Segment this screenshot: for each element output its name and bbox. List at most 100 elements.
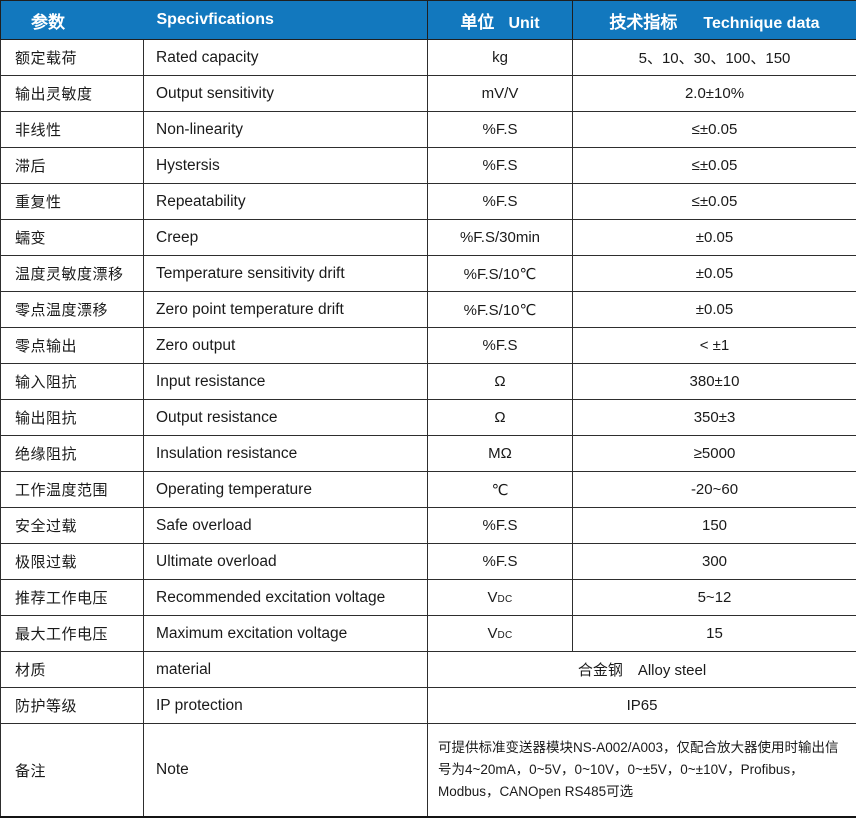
unit-subscript: DC xyxy=(497,594,512,605)
unit-text: %F.S xyxy=(482,193,517,210)
param-name-zh: 最大工作电压 xyxy=(1,616,144,652)
unit-cell: MΩ xyxy=(428,436,573,472)
unit-text: Ω xyxy=(494,373,505,390)
param-name-zh: 材质 xyxy=(1,652,144,688)
header-technique-data: 技术指标 Technique data xyxy=(573,1,856,40)
technique-data-value: 15 xyxy=(573,616,856,652)
unit-cell: %F.S xyxy=(428,184,573,220)
technique-data-value: 380±10 xyxy=(573,364,856,400)
param-name-zh: 输入阻抗 xyxy=(1,364,144,400)
unit-cell: %F.S xyxy=(428,544,573,580)
unit-text: %F.S xyxy=(482,157,517,174)
unit-cell: ℃ xyxy=(428,472,573,508)
spec-name-en: Safe overload xyxy=(144,508,428,544)
technique-data-value: ±0.05 xyxy=(573,220,856,256)
param-name-zh: 防护等级 xyxy=(1,688,144,724)
spec-name-en: Maximum excitation voltage xyxy=(144,616,428,652)
spec-name-en: IP protection xyxy=(144,688,428,724)
param-name-zh: 绝缘阻抗 xyxy=(1,436,144,472)
param-name-zh: 推荐工作电压 xyxy=(1,580,144,616)
unit-cell: kg xyxy=(428,40,573,76)
technique-data-value: 2.0±10% xyxy=(573,76,856,112)
spec-name-en: Output sensitivity xyxy=(144,76,428,112)
technique-data-value: ±0.05 xyxy=(573,256,856,292)
unit-cell: %F.S/10℃ xyxy=(428,256,573,292)
technique-data-value: ≤±0.05 xyxy=(573,148,856,184)
unit-text: kg xyxy=(492,49,508,66)
spec-name-en: Temperature sensitivity drift xyxy=(144,256,428,292)
technique-data-value: ≤±0.05 xyxy=(573,112,856,148)
param-name-zh: 滞后 xyxy=(1,148,144,184)
header-tech-en: Technique data xyxy=(703,15,819,32)
unit-cell: VDC xyxy=(428,580,573,616)
spec-name-en: Note xyxy=(144,724,428,818)
unit-text: %F.S xyxy=(482,553,517,570)
param-name-zh: 零点输出 xyxy=(1,328,144,364)
spec-name-en: Ultimate overload xyxy=(144,544,428,580)
spec-name-en: material xyxy=(144,652,428,688)
unit-cell: mV/V xyxy=(428,76,573,112)
technique-data-value: ±0.05 xyxy=(573,292,856,328)
param-name-zh: 温度灵敏度漂移 xyxy=(1,256,144,292)
unit-cell: %F.S xyxy=(428,112,573,148)
unit-cell: %F.S xyxy=(428,328,573,364)
header-param: 参数 xyxy=(1,1,144,40)
unit-cell: %F.S/10℃ xyxy=(428,292,573,328)
unit-text: %F.S/10℃ xyxy=(464,266,537,283)
spec-name-en: Insulation resistance xyxy=(144,436,428,472)
unit-cell: Ω xyxy=(428,364,573,400)
spec-name-en: Zero point temperature drift xyxy=(144,292,428,328)
param-name-zh: 蠕变 xyxy=(1,220,144,256)
param-name-zh: 额定载荷 xyxy=(1,40,144,76)
technique-data-value: ≥5000 xyxy=(573,436,856,472)
spec-name-en: Input resistance xyxy=(144,364,428,400)
note-value-cell: 可提供标准变送器模块NS-A002/A003，仅配合放大器使用时输出信号为4~2… xyxy=(428,724,856,818)
unit-cell: Ω xyxy=(428,400,573,436)
header-tech-zh: 技术指标 xyxy=(609,13,677,32)
param-name-zh: 非线性 xyxy=(1,112,144,148)
technique-data-value: < ±1 xyxy=(573,328,856,364)
unit-text: mV/V xyxy=(482,85,519,102)
technique-data-value: 5~12 xyxy=(573,580,856,616)
technique-data-value: 150 xyxy=(573,508,856,544)
technique-data-value: 300 xyxy=(573,544,856,580)
unit-text: %F.S/10℃ xyxy=(464,302,537,319)
spec-name-en: Creep xyxy=(144,220,428,256)
unit-cell: %F.S xyxy=(428,508,573,544)
spec-name-en: Output resistance xyxy=(144,400,428,436)
spec-name-en: Operating temperature xyxy=(144,472,428,508)
unit-text: MΩ xyxy=(488,445,512,462)
unit-text: %F.S xyxy=(482,517,517,534)
spec-name-en: Non-linearity xyxy=(144,112,428,148)
param-name-zh: 重复性 xyxy=(1,184,144,220)
header-unit-en: Unit xyxy=(508,15,539,32)
spec-name-en: Zero output xyxy=(144,328,428,364)
header-spec-en: Specivfications xyxy=(157,11,274,28)
technique-data-value: 5、10、30、100、150 xyxy=(573,40,856,76)
technique-data-value: -20~60 xyxy=(573,472,856,508)
param-name-zh: 备注 xyxy=(1,724,144,818)
